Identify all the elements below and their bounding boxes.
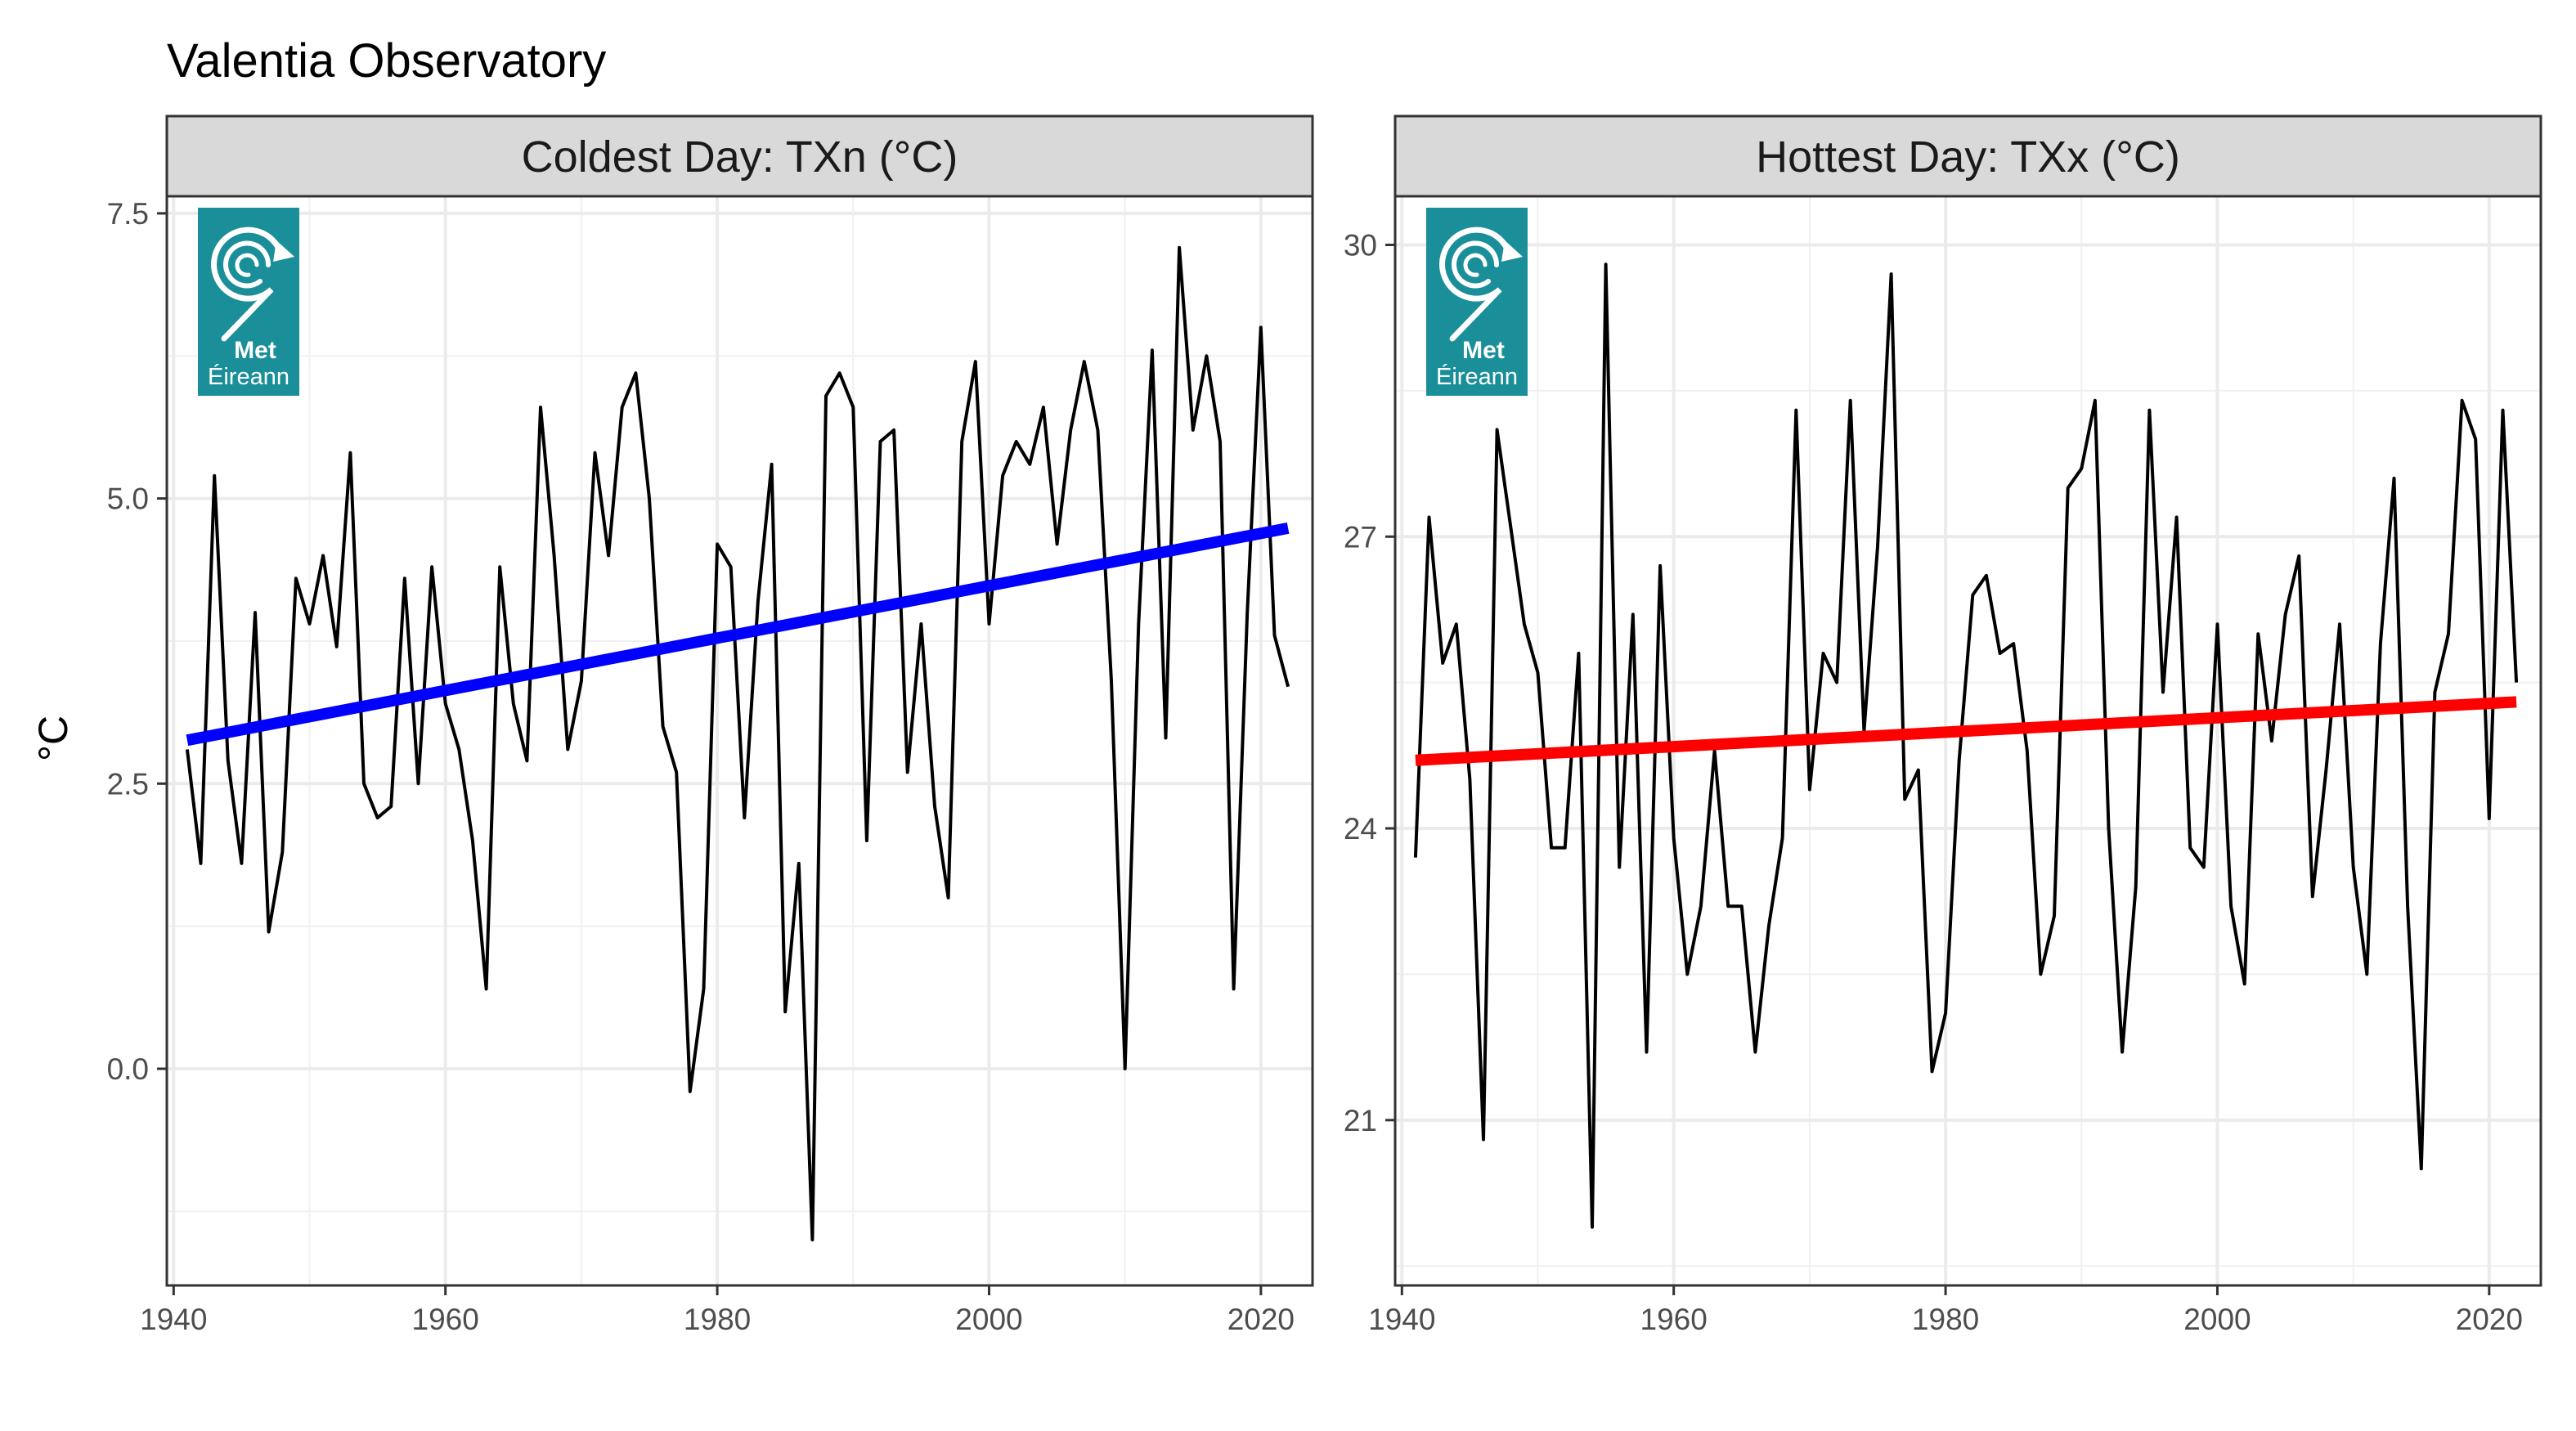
logo-text-line1: Met [1462, 337, 1505, 364]
logo-text-line1: Met [234, 337, 276, 364]
x-tick-label: 2000 [955, 1303, 1022, 1336]
logo-background [1426, 208, 1528, 396]
figure-title: Valentia Observatory [167, 34, 606, 87]
facet-strip [1393, 114, 2542, 198]
x-tick-label: 2020 [2456, 1303, 2523, 1336]
data-line [185, 245, 1290, 1242]
trend-line [186, 523, 1290, 747]
y-tick-label: 21 [1344, 1104, 1377, 1137]
y-tick-label: 27 [1344, 520, 1377, 554]
y-tick-label: 24 [1344, 812, 1377, 846]
facet-strip [165, 114, 1314, 198]
swirl-icon [235, 253, 259, 277]
y-tick-label: 2.5 [107, 767, 149, 801]
x-tick-label: 1960 [412, 1303, 479, 1336]
x-tick-label: 2000 [2183, 1303, 2251, 1336]
x-tick-label: 1960 [1640, 1303, 1708, 1336]
swirl-icon [1452, 240, 1500, 289]
x-tick-label: 1980 [1912, 1303, 1979, 1336]
facet-title: Coldest Day: TXn (°C) [522, 132, 958, 182]
trend-line [1415, 696, 2517, 766]
swirl-icon [211, 227, 285, 342]
y-axis-label: °C [30, 716, 76, 761]
x-tick-label: 1980 [684, 1303, 751, 1336]
swirl-icon [223, 240, 272, 289]
y-tick-label: 7.5 [107, 197, 149, 231]
y-tick-label: 0.0 [107, 1052, 149, 1086]
x-tick-label: 1940 [140, 1303, 207, 1336]
logo-background [198, 208, 299, 396]
swirl-arrow-icon [1501, 240, 1523, 262]
logo-text-line2: Éireann [1436, 363, 1518, 390]
plot-background [1395, 196, 2541, 1285]
facet-title: Hottest Day: TXx (°C) [1756, 132, 2180, 182]
swirl-icon [1439, 227, 1513, 342]
x-tick-label: 1940 [1368, 1303, 1435, 1336]
swirl-arrow-icon [273, 240, 294, 262]
y-tick-label: 5.0 [107, 482, 149, 516]
logo-text-line2: Éireann [208, 363, 289, 390]
y-tick-label: 30 [1344, 228, 1377, 262]
x-tick-label: 2020 [1227, 1303, 1295, 1336]
swirl-icon [1463, 253, 1488, 277]
